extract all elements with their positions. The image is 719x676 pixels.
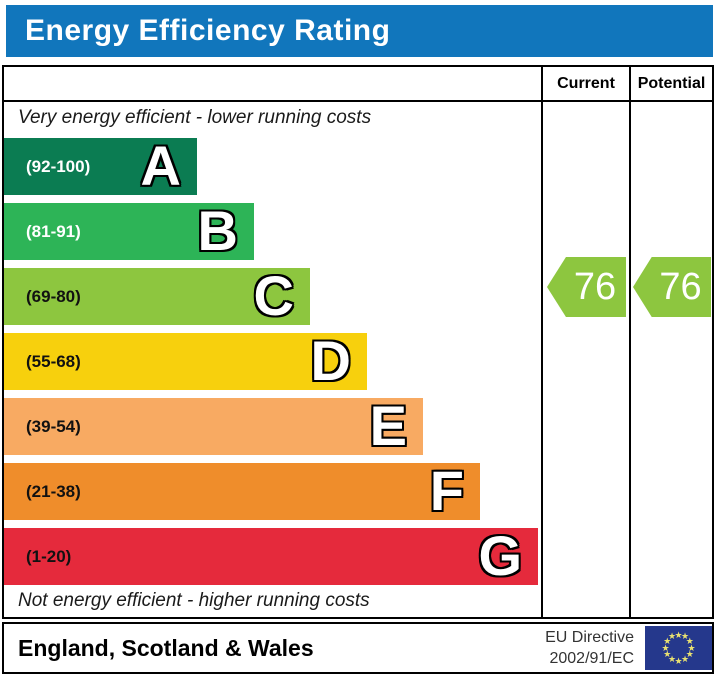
epc-band-a: (92-100) A: [4, 134, 197, 197]
epc-band-g: (1-20) G: [4, 524, 538, 587]
current-column-header: Current: [557, 75, 615, 92]
eu-star-icon: ★: [667, 653, 677, 664]
eu-directive-line2: 2002/91/EC: [549, 650, 634, 667]
epc-band-b: (81-91) B: [4, 199, 254, 262]
eu-flag-icon: ★ ★ ★ ★ ★ ★ ★ ★ ★ ★ ★ ★: [645, 626, 712, 670]
band-letter: A: [140, 134, 181, 197]
eu-star-icon: ★: [667, 631, 677, 642]
band-range-label: (39-54): [26, 417, 81, 436]
header-divider: [4, 100, 712, 102]
eu-directive-line1: EU Directive: [545, 629, 634, 646]
eu-star-icon: ★: [680, 631, 690, 642]
band-letter: E: [369, 394, 407, 457]
current-column-divider: [541, 67, 543, 617]
region-label: England, Scotland & Wales: [18, 635, 314, 661]
epc-band-c: (69-80) C: [4, 264, 310, 327]
eu-star-icon: ★: [674, 655, 683, 666]
band-letter: F: [429, 459, 464, 522]
eu-directive-label: EU Directive 2002/91/EC: [484, 627, 634, 669]
current-rating-value: 76: [573, 266, 617, 308]
eu-star-icon: ★: [685, 649, 694, 659]
epc-band-d: (55-68) D: [4, 329, 367, 392]
band-range-label: (81-91): [26, 222, 81, 241]
band-range-label: (69-80): [26, 287, 81, 306]
rating-chart: Current Potential Very energy efficient …: [2, 65, 714, 619]
epc-band-e: (39-54) E: [4, 394, 423, 457]
band-range-label: (1-20): [26, 547, 72, 566]
band-range-label: (21-38): [26, 482, 81, 501]
band-letter: G: [478, 524, 522, 587]
eu-star-icon: ★: [674, 629, 683, 640]
band-range-label: (55-68): [26, 352, 81, 371]
eu-star-icon: ★: [685, 636, 694, 646]
eu-star-icon: ★: [661, 642, 670, 653]
top-note: Very energy efficient - lower running co…: [18, 107, 372, 128]
bottom-note: Not energy efficient - higher running co…: [18, 590, 370, 611]
potential-rating-value: 76: [659, 266, 702, 308]
potential-column-header: Potential: [637, 75, 706, 92]
title-bar: Energy Efficiency Rating: [6, 5, 713, 57]
band-letter: C: [253, 264, 294, 327]
eu-star-icon: ★: [680, 653, 690, 664]
band-letter: D: [310, 329, 351, 392]
epc-band-f: (21-38) F: [4, 459, 480, 522]
eu-star-icon: ★: [663, 649, 672, 659]
page-title: Energy Efficiency Rating: [25, 14, 391, 47]
eu-star-icon: ★: [687, 642, 696, 653]
current-rating-arrow: 76: [547, 257, 626, 317]
potential-column-divider: [629, 67, 631, 617]
potential-rating-arrow: 76: [633, 257, 711, 317]
band-range-label: (92-100): [26, 157, 91, 176]
band-letter: B: [197, 199, 238, 262]
footer-bar: England, Scotland & Wales EU Directive 2…: [2, 622, 714, 674]
eu-star-icon: ★: [663, 636, 672, 646]
